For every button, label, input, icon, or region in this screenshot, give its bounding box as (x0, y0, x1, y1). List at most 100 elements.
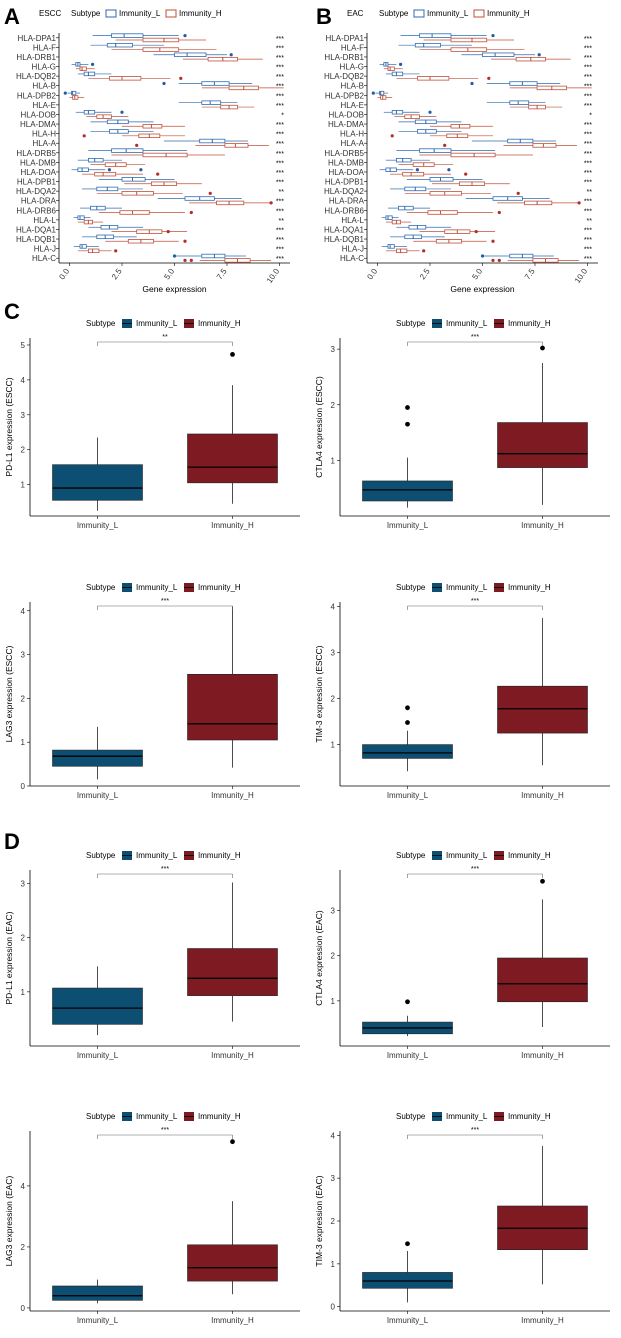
outlier-point-immunity-l (91, 62, 95, 66)
y-tick-label: HLA-DQB2 (324, 72, 365, 81)
outlier-point-immunity-l (405, 999, 410, 1005)
x-tick-label: 10.0 (573, 267, 590, 285)
x-axis-title: Gene expression (142, 284, 207, 294)
y-tick-label: HLA-DRA (329, 197, 365, 206)
outlier-point-immunity-h (230, 352, 235, 357)
outlier-point-immunity-l (229, 53, 233, 57)
outlier-point-immunity-l (405, 720, 410, 725)
legend-label-immunity-h: Immunity_H (508, 583, 551, 592)
y-tick-label: 3 (331, 649, 336, 658)
x-tick-label: Immunity_H (521, 521, 564, 530)
x-tick-label: Immunity_H (521, 791, 564, 800)
y-tick-label: 3 (331, 1174, 336, 1183)
x-tick-label: 2.5 (110, 267, 124, 282)
box-immunity-l (414, 42, 441, 48)
box-immunity-h (404, 114, 420, 119)
significance-label: *** (161, 1127, 169, 1134)
y-tick-label: 0 (21, 782, 26, 791)
y-tick-label: 1 (331, 997, 336, 1006)
significance-label: *** (276, 160, 284, 167)
significance-label: *** (276, 45, 284, 52)
box-immunity-l (52, 1285, 143, 1301)
outlier-point-immunity-l (162, 81, 166, 86)
significance-label: *** (584, 103, 592, 110)
y-tick-label: HLA-F (33, 43, 56, 52)
y-tick-label: HLA-DQB1 (16, 235, 57, 244)
y-axis-title: LAG3 expression (EAC) (4, 1175, 14, 1266)
y-tick-label: HLA-E (32, 101, 56, 110)
significance-label: *** (276, 227, 284, 234)
panel-label-c: C (4, 299, 20, 324)
legend-label-immunity-h: Immunity_H (198, 851, 241, 860)
x-tick-label: Immunity_L (387, 1051, 429, 1060)
box-immunity-l (109, 129, 129, 134)
box-immunity-l (429, 177, 454, 182)
box-immunity-l (398, 205, 414, 211)
box-immunity-h (380, 95, 387, 100)
outlier-point-immunity-h (516, 191, 520, 195)
outlier-point-immunity-h (208, 191, 212, 195)
box-immunity-l (77, 167, 89, 172)
box-immunity-l (419, 33, 452, 38)
outlier-point-immunity-h (183, 239, 187, 243)
charts-layer: ESCC Subtype Immunity_L Immunity_H HLA-DPA1 *… (4, 9, 610, 1325)
x-tick-label: 2.5 (418, 267, 432, 282)
y-tick-label: HLA-DPB1 (325, 178, 365, 187)
outlier-point-immunity-l (405, 421, 410, 427)
box-immunity-h (429, 191, 462, 196)
y-tick-label: HLA-J (34, 245, 56, 254)
box-immunity-l (52, 987, 143, 1025)
y-tick-label: 2 (331, 401, 336, 410)
y-tick-label: 1 (21, 481, 26, 490)
box-immunity-h (187, 1244, 278, 1282)
y-tick-label: 2 (21, 934, 26, 943)
significance-label: *** (584, 180, 592, 187)
y-tick-label: HLA-F (341, 43, 364, 52)
x-tick-label: 5.0 (470, 267, 484, 282)
box-immunity-h (216, 200, 245, 206)
y-tick-label: HLA-L (341, 216, 364, 225)
y-tick-label: HLA-DMA (20, 120, 57, 129)
y-tick-label: HLA-DPA1 (17, 34, 56, 43)
outlier-point-immunity-l (371, 91, 375, 95)
box-immunity-l (509, 253, 534, 259)
box-immunity-l (174, 52, 207, 57)
box-immunity-l (106, 42, 133, 48)
box-immunity-h (187, 673, 278, 741)
box-immunity-l (71, 90, 77, 96)
box-immunity-h (142, 124, 163, 129)
significance-label: *** (471, 598, 479, 605)
outlier-point-immunity-l (399, 62, 403, 66)
significance-label: *** (276, 151, 284, 158)
y-tick-label: 3 (21, 651, 26, 660)
panel-c1-chart: Subtype Immunity_L Immunity_H 1 2 3 4 5 PD-L1 ex… (4, 319, 300, 530)
legend-dataset-label: EAC (347, 9, 364, 18)
legend-title: Subtype (396, 851, 426, 860)
box-immunity-h (450, 152, 496, 158)
outlier-point-immunity-l (63, 91, 67, 95)
box-immunity-l (201, 81, 230, 86)
significance-label: *** (276, 74, 284, 81)
legend-label-immunity-l: Immunity_L (427, 9, 469, 18)
significance-label: *** (276, 247, 284, 254)
legend-label-immunity-l: Immunity_L (136, 583, 178, 592)
legend-title: Subtype (396, 319, 426, 328)
y-tick-label: HLA-DQA1 (324, 225, 365, 234)
box-immunity-l (52, 749, 143, 767)
significance-label: *** (584, 55, 592, 62)
y-tick-label: HLA-L (33, 216, 56, 225)
significance-label: *** (584, 170, 592, 177)
significance-label: *** (276, 122, 284, 129)
significance-label: *** (584, 84, 592, 91)
box-immunity-h (72, 95, 79, 100)
legend-label-immunity-h: Immunity_H (198, 583, 241, 592)
legend-label-immunity-h: Immunity_H (508, 319, 551, 328)
legend-title: Subtype (86, 1112, 116, 1121)
box-immunity-h (387, 66, 395, 71)
outlier-point-immunity-l (491, 33, 495, 38)
outlier-point-immunity-h (166, 230, 170, 234)
significance-label: *** (276, 84, 284, 91)
box-immunity-l (419, 148, 452, 153)
y-tick-label: HLA-DRB6 (324, 206, 364, 215)
